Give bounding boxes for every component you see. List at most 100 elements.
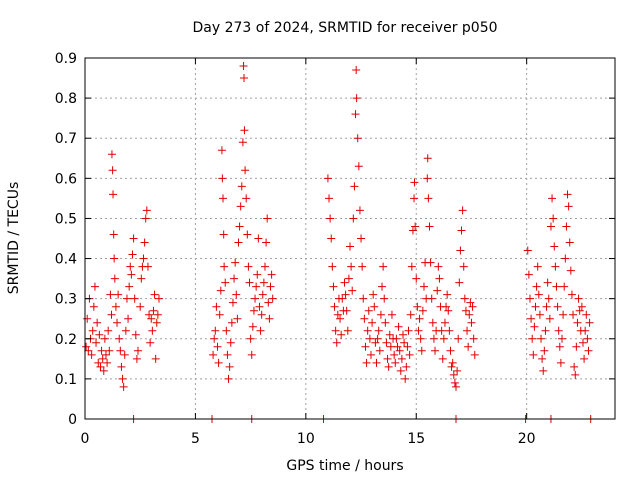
data-point xyxy=(344,274,353,283)
data-point xyxy=(117,362,126,371)
data-point xyxy=(268,294,277,303)
data-point xyxy=(542,302,551,311)
data-point xyxy=(379,262,388,271)
data-point xyxy=(561,254,570,263)
data-point xyxy=(553,302,562,311)
data-point xyxy=(439,334,448,343)
data-point xyxy=(238,138,247,147)
data-point xyxy=(431,346,440,355)
data-point xyxy=(444,306,453,315)
data-point xyxy=(107,310,116,319)
data-point xyxy=(585,318,594,327)
data-point xyxy=(262,238,271,247)
data-point xyxy=(524,270,533,279)
data-point xyxy=(525,294,534,303)
data-point xyxy=(343,326,352,335)
data-point xyxy=(457,226,466,235)
data-point xyxy=(528,334,537,343)
data-point xyxy=(233,314,242,323)
data-point xyxy=(549,214,558,223)
data-point xyxy=(267,270,276,279)
data-point xyxy=(97,346,106,355)
data-point xyxy=(574,294,583,303)
data-point xyxy=(332,338,341,347)
data-point xyxy=(461,306,470,315)
data-point xyxy=(583,334,592,343)
data-point xyxy=(552,282,561,291)
data-point xyxy=(458,206,467,215)
data-point xyxy=(435,274,444,283)
data-point xyxy=(142,206,151,215)
data-point xyxy=(255,302,264,311)
data-point xyxy=(469,334,478,343)
data-point xyxy=(352,66,361,75)
data-point xyxy=(578,338,587,347)
data-point xyxy=(527,314,536,323)
data-point xyxy=(265,314,274,323)
data-point xyxy=(573,318,582,327)
y-axis-label: SRMTID / TECUs xyxy=(6,182,22,295)
data-point xyxy=(360,314,369,323)
data-point xyxy=(385,330,394,339)
data-point xyxy=(136,302,145,311)
data-point xyxy=(358,262,367,271)
data-point xyxy=(130,294,139,303)
data-point xyxy=(218,174,227,183)
data-point xyxy=(93,318,102,327)
data-point xyxy=(215,310,224,319)
data-point xyxy=(539,366,548,375)
y-tick-label: 0.5 xyxy=(55,211,77,227)
data-point xyxy=(137,274,146,283)
data-point xyxy=(127,270,136,279)
data-point xyxy=(449,370,458,379)
data-point xyxy=(434,262,443,271)
data-point xyxy=(92,338,101,347)
data-point xyxy=(445,326,454,335)
data-point xyxy=(350,182,359,191)
data-point xyxy=(575,306,584,315)
data-point xyxy=(98,354,107,363)
data-points xyxy=(82,62,595,423)
data-point xyxy=(83,314,92,323)
data-point xyxy=(353,134,362,143)
data-point xyxy=(216,286,225,295)
data-point xyxy=(96,362,105,371)
data-point xyxy=(153,310,162,319)
data-point xyxy=(413,302,422,311)
data-point xyxy=(95,330,104,339)
data-point xyxy=(211,326,220,335)
tick-layer: 0 0.1 0.2 0.3 0.4 0.5 0.6 0.7 0.8 0.9 0 5 10 15 20 xyxy=(55,51,615,447)
data-point xyxy=(564,202,573,211)
data-point xyxy=(417,346,426,355)
data-point xyxy=(571,370,580,379)
data-point xyxy=(381,318,390,327)
data-point xyxy=(540,346,549,355)
data-point xyxy=(103,358,112,367)
data-point xyxy=(100,334,109,343)
data-point xyxy=(531,302,540,311)
data-point xyxy=(405,350,414,359)
data-point xyxy=(329,282,338,291)
data-point xyxy=(116,346,125,355)
data-point xyxy=(113,318,122,327)
data-point xyxy=(402,362,411,371)
data-point xyxy=(545,314,554,323)
data-point xyxy=(240,74,248,83)
data-point xyxy=(581,326,590,335)
data-point xyxy=(365,334,374,343)
data-point xyxy=(392,334,401,343)
data-point xyxy=(99,366,108,375)
data-point xyxy=(437,326,446,335)
data-point xyxy=(145,310,154,319)
data-point xyxy=(459,262,468,271)
data-point xyxy=(468,302,477,311)
data-point xyxy=(450,378,459,387)
data-point xyxy=(82,342,91,351)
data-point xyxy=(546,222,555,231)
data-point xyxy=(219,230,228,239)
data-point xyxy=(89,302,98,311)
data-point xyxy=(452,382,460,391)
data-point xyxy=(543,278,552,287)
data-point xyxy=(530,322,539,331)
